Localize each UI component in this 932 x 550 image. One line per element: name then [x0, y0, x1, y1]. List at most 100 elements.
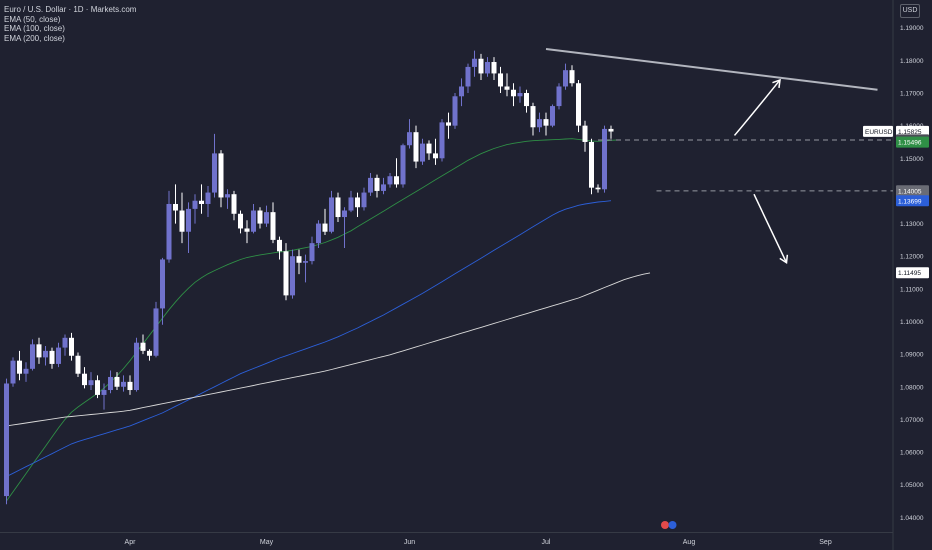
candle-body — [4, 383, 9, 497]
candle-body — [433, 153, 438, 159]
chart-legend: Euro / U.S. Dollar · 1D · Markets.com EM… — [4, 5, 136, 43]
y-tick-label: 1.11000 — [900, 286, 923, 293]
resistance-trendline[interactable] — [545, 47, 878, 91]
x-tick-label: Jul — [542, 539, 551, 546]
legend-ema100: EMA (100, close) — [4, 24, 65, 33]
candle-body — [82, 373, 87, 386]
candle-body — [147, 350, 152, 356]
bearish-arrow-head — [779, 254, 789, 265]
candle-body — [277, 239, 282, 252]
y-tick-label: 1.06000 — [900, 450, 924, 457]
y-tick-label: 1.04000 — [900, 515, 924, 522]
candle-body — [439, 122, 445, 159]
x-tick-label: Aug — [683, 539, 696, 546]
candle-body — [446, 122, 451, 126]
price-tag-value: 1.15825 — [898, 129, 922, 136]
candle-body — [498, 73, 503, 87]
candle-body — [355, 197, 360, 208]
candle-body — [10, 360, 16, 384]
candle-body — [608, 128, 614, 132]
candle-body — [108, 376, 113, 391]
candle-body — [368, 177, 373, 193]
candle-body — [290, 256, 295, 296]
candle-body — [134, 342, 139, 391]
candle-body — [589, 141, 594, 188]
symbol-tag — [863, 125, 893, 137]
y-tick-label: 1.10000 — [900, 319, 924, 326]
candle-body — [459, 86, 464, 97]
candle-body — [231, 194, 237, 214]
candle-body — [270, 212, 276, 240]
candle-body — [322, 223, 328, 232]
price-tag-value: 1.13699 — [898, 198, 922, 205]
price-tag — [896, 136, 929, 148]
candle-body — [36, 344, 42, 358]
candle-body — [485, 62, 490, 74]
y-tick-label: 1.18000 — [900, 58, 924, 65]
candle-body — [504, 86, 510, 90]
candle-body — [160, 259, 165, 309]
candle-body — [251, 210, 256, 232]
x-tick-label: Apr — [125, 539, 137, 546]
candle-body — [56, 347, 61, 364]
x-tick-label: Jun — [404, 539, 415, 546]
candle-body — [569, 70, 575, 84]
candle-body — [264, 212, 269, 224]
candle-body — [212, 153, 217, 193]
candle-body — [550, 106, 555, 126]
candle-body — [296, 256, 302, 263]
candle-body — [374, 177, 380, 191]
price-tag-value: 1.14005 — [898, 188, 922, 195]
candle-body — [17, 360, 22, 374]
price-tag — [896, 195, 929, 207]
candle-body — [452, 96, 458, 126]
candle-body — [303, 261, 308, 263]
y-tick-label: 1.09000 — [900, 352, 924, 359]
candle-body — [121, 381, 126, 387]
candle-body — [153, 308, 159, 356]
bullish-arrow[interactable] — [733, 79, 781, 136]
candle-body — [49, 350, 55, 364]
price-tag-value: 1.11495 — [898, 270, 921, 277]
candle-body — [238, 213, 243, 229]
candle-body — [43, 350, 48, 358]
y-tick-label: 1.19000 — [900, 25, 924, 32]
candle-body — [348, 197, 354, 211]
symbol-tag-label: EURUSD — [865, 129, 893, 136]
candle-body — [556, 86, 562, 107]
candle-body — [95, 380, 100, 395]
currency-button[interactable]: USD — [900, 4, 920, 18]
x-tick-label: Sep — [819, 539, 832, 546]
candle-body — [75, 355, 81, 374]
ema-line — [6, 200, 612, 477]
candle-body — [602, 128, 607, 190]
eu-flag-icon[interactable] — [668, 521, 677, 529]
candle-body — [465, 66, 471, 87]
candle-body — [524, 93, 529, 107]
candle-body — [173, 203, 178, 211]
candle-body — [225, 194, 230, 198]
candle-body — [517, 93, 523, 97]
candle-body — [413, 132, 419, 162]
candle-body — [186, 208, 191, 232]
candle-body — [478, 58, 484, 74]
candle-body — [30, 344, 35, 369]
candle-body — [283, 251, 289, 296]
candle-body — [472, 58, 477, 67]
legend-symbol: Euro / U.S. Dollar · 1D · Markets.com — [4, 5, 137, 14]
candle-body — [400, 145, 406, 185]
candle-body — [62, 337, 68, 348]
candle-body — [582, 125, 588, 142]
us-flag-icon[interactable] — [661, 521, 669, 529]
candle-body — [576, 83, 581, 126]
y-tick-label: 1.08000 — [900, 384, 924, 391]
candle-body — [537, 119, 542, 128]
bearish-arrow[interactable] — [753, 193, 788, 264]
candle-body — [387, 176, 393, 185]
y-tick-label: 1.12000 — [900, 254, 924, 261]
candle-body — [179, 210, 185, 232]
ema-line — [6, 272, 651, 427]
candle-body — [140, 342, 146, 351]
candle-body — [205, 192, 211, 204]
